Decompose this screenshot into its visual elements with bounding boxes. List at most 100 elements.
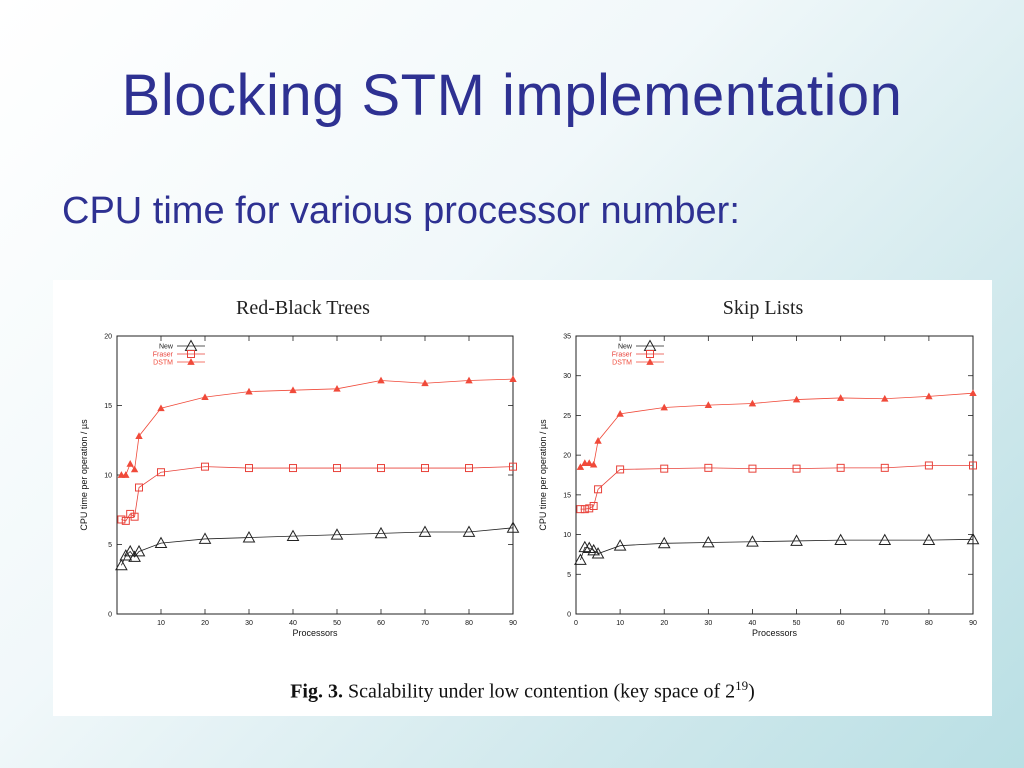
data-point xyxy=(578,540,592,553)
data-point xyxy=(462,525,476,537)
data-point xyxy=(748,464,757,473)
data-point xyxy=(242,531,256,543)
x-tick-label: 90 xyxy=(509,620,517,627)
data-point xyxy=(130,512,139,521)
series-new xyxy=(574,532,980,565)
data-point xyxy=(333,385,341,392)
data-point xyxy=(126,460,134,467)
y-tick-label: 20 xyxy=(563,453,571,460)
data-point xyxy=(660,403,668,411)
x-tick-label: 40 xyxy=(749,620,757,627)
x-tick-label: 10 xyxy=(157,620,165,627)
series-dstm xyxy=(576,389,977,470)
data-point xyxy=(616,465,625,474)
data-point xyxy=(966,532,980,545)
data-point xyxy=(576,463,585,470)
data-point xyxy=(574,553,587,565)
x-tick-label: 90 xyxy=(969,620,977,627)
data-point xyxy=(748,399,757,407)
data-point xyxy=(925,392,933,400)
chart-red-black-trees: Red-Black Trees 0 5 10 15 20 10 20 30 40 50 60 70 80 9… xyxy=(79,297,520,638)
x-tick-label: 60 xyxy=(377,620,385,627)
series-line xyxy=(580,392,974,468)
data-point xyxy=(834,533,848,546)
slide-title: Blocking STM implementation xyxy=(121,63,903,128)
legend-label: DSTM xyxy=(612,360,632,367)
x-tick-label: 80 xyxy=(925,620,933,627)
data-point xyxy=(613,539,627,551)
legend-marker xyxy=(646,350,654,358)
series-dstm xyxy=(117,375,517,478)
legend-label: New xyxy=(618,344,633,351)
data-point xyxy=(289,464,297,473)
plot-frame xyxy=(116,335,514,615)
legend-label: New xyxy=(159,344,174,351)
x-tick-label: 60 xyxy=(837,620,845,627)
y-tick-label: 25 xyxy=(563,413,571,420)
series-fraser xyxy=(576,461,977,514)
legend-marker xyxy=(643,339,657,351)
figure-caption-text: Scalability under low contention (key sp… xyxy=(348,680,736,703)
x-tick-label: 50 xyxy=(333,620,341,627)
data-point xyxy=(333,464,341,473)
data-point xyxy=(589,501,598,510)
x-axis-label: Processors xyxy=(752,628,798,638)
y-tick-label: 5 xyxy=(108,542,112,549)
data-point xyxy=(746,535,759,547)
figure-caption-close: ) xyxy=(748,680,755,703)
data-point xyxy=(245,387,253,395)
series-line xyxy=(580,465,973,510)
data-point xyxy=(585,459,593,466)
data-point xyxy=(157,468,165,477)
data-point xyxy=(421,379,429,387)
data-point xyxy=(115,558,128,571)
data-point xyxy=(924,461,933,470)
y-tick-label: 35 xyxy=(563,334,571,341)
data-point xyxy=(421,464,429,473)
data-point xyxy=(198,532,212,544)
y-tick-label: 15 xyxy=(104,403,112,410)
series-line xyxy=(121,466,514,522)
data-point xyxy=(130,465,139,473)
data-point xyxy=(123,544,137,557)
legend-marker xyxy=(646,358,654,365)
data-point xyxy=(157,404,165,412)
figure-caption: Fig. 3. Scalability under low contention… xyxy=(53,678,992,704)
legend-marker xyxy=(187,358,195,365)
x-tick-label: 30 xyxy=(704,620,712,627)
x-tick-label: 20 xyxy=(660,620,668,627)
y-tick-label: 5 xyxy=(567,572,571,579)
data-point xyxy=(201,393,209,401)
data-point xyxy=(881,394,889,402)
data-point xyxy=(289,386,297,394)
data-point xyxy=(132,544,146,557)
data-point xyxy=(330,528,344,540)
data-point xyxy=(969,461,977,470)
y-tick-label: 30 xyxy=(563,373,571,380)
data-point xyxy=(589,460,598,468)
y-axis-label: CPU time per operation / µs xyxy=(79,419,89,531)
data-point xyxy=(506,521,520,533)
legend-label: DSTM xyxy=(153,360,173,367)
figure-caption-label: Fig. 3. xyxy=(290,680,343,703)
data-point xyxy=(790,534,803,546)
legend-marker xyxy=(184,339,198,351)
data-point xyxy=(704,463,713,472)
data-point xyxy=(880,463,889,472)
data-point xyxy=(585,504,594,513)
y-tick-label: 0 xyxy=(567,612,571,619)
x-tick-label: 70 xyxy=(881,620,889,627)
data-point xyxy=(119,549,133,561)
chart-title: Skip Lists xyxy=(723,297,804,319)
x-tick-label: 10 xyxy=(616,620,624,627)
data-point xyxy=(135,432,143,439)
y-axis-label: CPU time per operation / µs xyxy=(538,419,548,531)
data-point xyxy=(128,550,141,562)
series-line xyxy=(121,378,514,476)
x-tick-label: 20 xyxy=(201,620,209,627)
data-point xyxy=(657,536,671,549)
data-point xyxy=(377,464,385,473)
data-point xyxy=(836,463,845,472)
